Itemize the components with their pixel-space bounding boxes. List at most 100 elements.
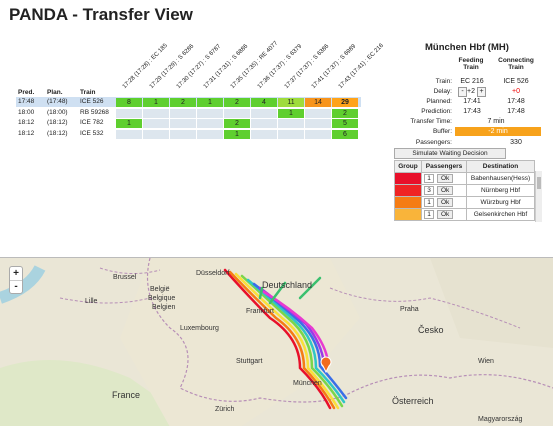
map-label: Düsseldorf xyxy=(196,270,230,277)
map-label: Brussel xyxy=(113,274,137,281)
transfer-cell[interactable] xyxy=(116,129,142,139)
ok-button[interactable]: Ok xyxy=(437,186,454,195)
map-label: Praha xyxy=(400,306,419,313)
transfer-cell[interactable] xyxy=(170,108,196,118)
map-label: Wien xyxy=(478,358,494,365)
field-label: Prediction: xyxy=(421,108,452,115)
row-plan: (18:12) xyxy=(47,129,68,137)
feeding-header: Feeding Train xyxy=(458,57,484,71)
transfer-cell[interactable] xyxy=(197,129,223,139)
row-pred: 18:12 xyxy=(18,119,35,126)
transfer-cell[interactable]: 1 xyxy=(197,98,223,107)
transfer-cell[interactable] xyxy=(305,108,331,118)
transfer-cell[interactable]: 1 xyxy=(278,108,304,118)
group-destination: Würzburg Hbf xyxy=(466,196,535,209)
row-pred: 18:00 xyxy=(18,108,35,116)
zoom-out[interactable]: - xyxy=(14,281,18,292)
transfer-cell[interactable]: 2 xyxy=(170,98,196,107)
transfer-cell[interactable]: 1 xyxy=(224,129,250,139)
transfer-cell[interactable]: 1 xyxy=(116,119,142,128)
transfer-cell[interactable] xyxy=(143,108,169,118)
groups-table: Group Passengers Destination 1 Ok Babenhausen… xyxy=(394,160,535,221)
field-label: Planned: xyxy=(426,98,452,105)
transfer-cell[interactable]: 5 xyxy=(332,119,358,128)
connecting-planned: 17:48 xyxy=(507,98,525,105)
column-header: 17:28 (17:28) : EC 185 xyxy=(121,42,169,90)
transfer-cell[interactable] xyxy=(170,129,196,139)
transfer-cell[interactable] xyxy=(197,119,223,128)
transfer-cell[interactable] xyxy=(278,119,304,128)
field-label: Delay: xyxy=(433,88,452,95)
map-shapes xyxy=(0,258,553,426)
delay-minus[interactable]: - xyxy=(458,87,467,97)
group-row: 1 Ok Gelsenkirchen Hbf xyxy=(394,208,535,221)
transfer-cell[interactable] xyxy=(251,119,277,128)
feeding-prediction: 17:43 xyxy=(463,108,481,115)
map-label: France xyxy=(112,390,141,400)
group-color xyxy=(394,196,422,209)
transfer-cell[interactable]: 2 xyxy=(224,119,250,128)
transfer-cell[interactable]: 8 xyxy=(116,98,142,107)
connecting-prediction: 17:48 xyxy=(507,108,525,115)
groups-header-cell: Destination xyxy=(466,160,535,173)
transfer-cell[interactable] xyxy=(251,108,277,118)
field-label: Passengers: xyxy=(415,139,452,146)
group-passengers-cell: 1 Ok xyxy=(421,208,467,221)
page-title: PANDA - Transfer View xyxy=(9,5,193,24)
transfer-cell[interactable] xyxy=(170,119,196,128)
group-passengers: 1 xyxy=(424,198,434,207)
station-name: München Hbf (MH) xyxy=(425,42,509,53)
transfer-cell[interactable] xyxy=(143,119,169,128)
transfer-cell[interactable] xyxy=(251,129,277,139)
passengers: 330 xyxy=(510,139,522,146)
buffer: -2 min xyxy=(455,127,541,136)
group-passengers-cell: 1 Ok xyxy=(421,196,467,209)
ok-button[interactable]: Ok xyxy=(437,198,454,207)
connecting-header: Connecting Train xyxy=(498,57,534,71)
row-header: Pred. xyxy=(18,89,35,96)
transfer-cell[interactable] xyxy=(197,108,223,118)
transfer-cell[interactable] xyxy=(278,129,304,139)
map-label: Belgique xyxy=(148,295,176,302)
transfer-cell[interactable]: 2 xyxy=(224,98,250,107)
group-passengers: 1 xyxy=(424,210,434,219)
transfer-cell[interactable] xyxy=(116,108,142,118)
feeding-delay: +2 xyxy=(467,88,475,95)
group-destination: Babenhausen(Hess) xyxy=(466,172,535,185)
ok-button[interactable]: Ok xyxy=(437,174,454,183)
group-destination: Nürnberg Hbf xyxy=(466,184,535,197)
column-header: 17:35 (17:35) : RE 4077 xyxy=(229,40,280,90)
transfer-cell[interactable] xyxy=(305,119,331,128)
transfer-cell[interactable]: 2 xyxy=(332,108,358,118)
zoom-control: + - xyxy=(9,266,23,294)
simulate-button[interactable]: Simulate Waiting Decision xyxy=(394,148,506,159)
group-row: 1 Ok Babenhausen(Hess) xyxy=(394,172,535,185)
map[interactable]: + - Deutschland België Belgique Belgien … xyxy=(0,257,553,426)
map-label: Česko xyxy=(418,325,444,335)
group-color xyxy=(394,208,422,221)
transfer-cell[interactable] xyxy=(305,129,331,139)
field-label: Buffer: xyxy=(432,128,452,135)
zoom-in[interactable]: + xyxy=(10,267,22,281)
group-passengers: 1 xyxy=(424,174,434,183)
row-plan: (18:00) xyxy=(47,108,68,116)
ok-button[interactable]: Ok xyxy=(437,210,454,219)
transfer-cell[interactable]: 11 xyxy=(278,98,304,107)
delay-plus[interactable]: + xyxy=(477,87,486,97)
transfer-cell[interactable] xyxy=(143,129,169,139)
scrollbar xyxy=(535,171,542,222)
transfer-cell[interactable]: 4 xyxy=(251,98,277,107)
map-label: Frankfurt xyxy=(246,308,275,315)
transfer-cell[interactable] xyxy=(224,108,250,118)
map-label: München xyxy=(293,380,322,387)
map-label: Belgien xyxy=(152,304,176,311)
groups-header-cell: Group xyxy=(394,160,422,173)
row-header: Plan. xyxy=(47,89,63,96)
group-color xyxy=(394,184,422,197)
transfer-cell[interactable]: 29 xyxy=(332,98,358,107)
transfer-cell[interactable]: 1 xyxy=(143,98,169,107)
transfer-cell[interactable]: 14 xyxy=(305,98,331,107)
map-label: Lille xyxy=(85,298,98,305)
transfer-cell[interactable]: 6 xyxy=(332,129,358,139)
